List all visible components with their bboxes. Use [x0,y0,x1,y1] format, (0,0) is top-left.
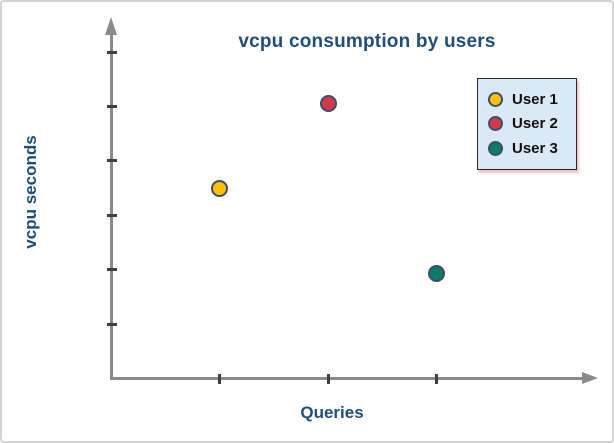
y-axis-line [110,34,113,380]
legend-marker-icon [488,91,503,107]
y-axis-tick [106,159,117,163]
legend-marker-icon [488,141,503,157]
legend-marker-icon [488,116,503,132]
x-axis-line [110,377,585,380]
legend-box: User 1 User 2 User 3 [477,78,577,170]
y-axis-arrowhead-icon [105,17,117,35]
x-axis-arrowhead-icon [582,371,598,384]
y-axis-tick [106,322,117,326]
x-axis-label: Queries [300,403,364,422]
x-axis-tick [326,373,330,384]
y-axis-tick [106,50,117,54]
y-axis-tick [106,105,117,108]
legend-item: User 3 [488,140,576,157]
legend-label: User 2 [512,115,558,133]
data-point-user-3 [427,265,445,282]
legend-label: User 3 [512,140,558,158]
legend-label: User 1 [512,90,558,108]
chart-title: vcpu consumption by users [238,31,496,52]
y-axis-tick [106,268,117,272]
data-point-user-1 [211,179,229,197]
legend-item: User 1 [488,91,576,108]
x-axis-tick [218,373,222,384]
x-axis-tick [434,373,438,384]
y-axis-tick [106,213,117,217]
data-point-user-2 [319,95,337,113]
y-axis-label: vcpu seconds [21,135,40,249]
legend-item: User 2 [488,115,576,132]
